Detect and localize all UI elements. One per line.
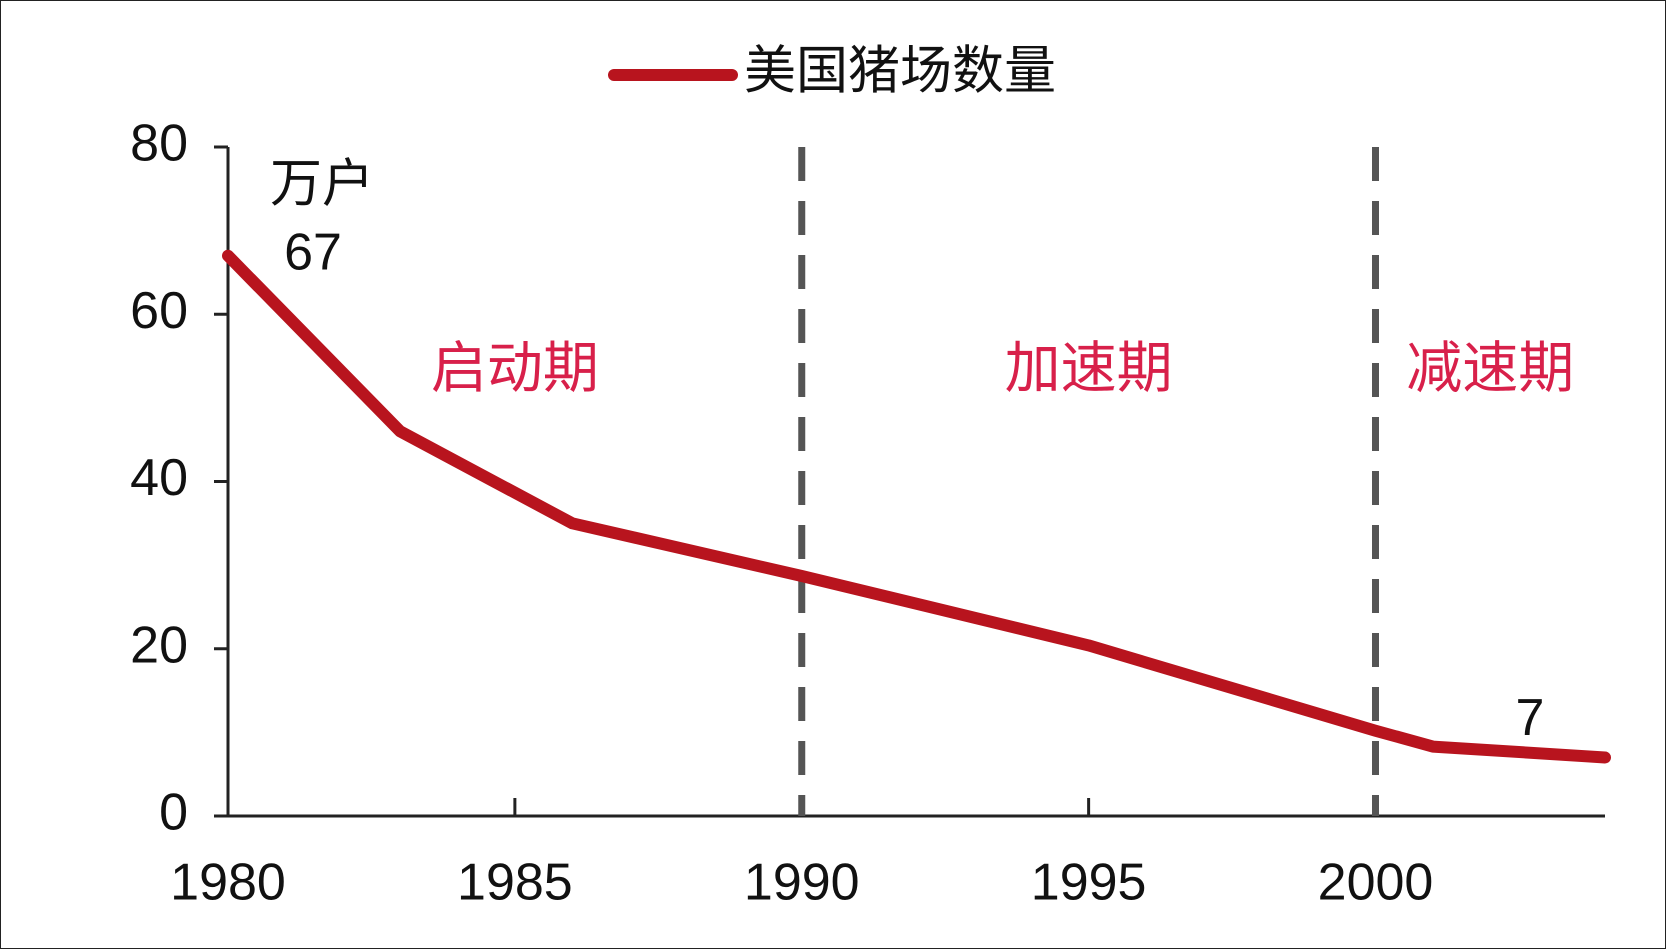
legend-label: 美国猪场数量 — [744, 43, 1056, 101]
x-tick-label: 1995 — [1031, 854, 1147, 912]
y-tick-label: 20 — [130, 616, 188, 674]
y-tick-label: 0 — [159, 784, 188, 842]
x-tick-label: 1990 — [744, 854, 860, 912]
data-line — [222, 249, 1611, 764]
y-tick-label: 60 — [130, 282, 188, 340]
x-tick-label: 2000 — [1318, 854, 1434, 912]
phase-label: 加速期 — [1005, 337, 1173, 400]
data-label: 67 — [284, 223, 342, 281]
x-tick-label: 1980 — [170, 854, 286, 912]
unit-label: 万户 — [270, 156, 374, 214]
y-tick-label: 80 — [130, 115, 188, 173]
y-tick-label: 40 — [130, 449, 188, 507]
x-tick-label: 1985 — [457, 854, 573, 912]
phase-label: 减速期 — [1406, 337, 1574, 400]
data-label: 7 — [1516, 689, 1545, 747]
phase-label: 启动期 — [431, 337, 599, 400]
